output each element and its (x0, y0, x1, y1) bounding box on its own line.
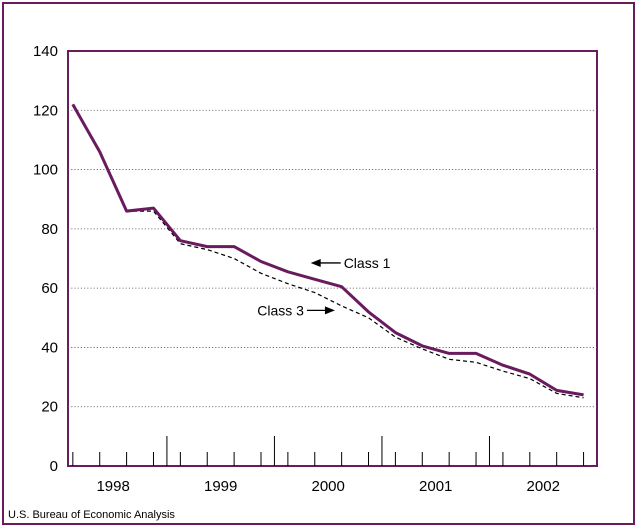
annotation-arrowhead (324, 306, 335, 315)
series-line-class-3 (72, 104, 584, 399)
x-tick-label: 2001 (419, 478, 452, 495)
x-axis: 1998 1999 2000 2001 2002 (72, 436, 585, 495)
series-lines (71, 103, 584, 399)
annotation-label: Class 3 (257, 302, 304, 318)
x-tick-label: 2002 (527, 478, 560, 495)
y-tick-label: 120 (33, 102, 58, 119)
y-tick-label: 140 (33, 43, 58, 60)
x-tick-label: 1999 (204, 478, 237, 495)
gridlines (68, 109, 597, 408)
y-tick-label: 60 (41, 280, 58, 297)
annotation-label: Class 1 (344, 255, 391, 271)
annotation-arrowhead (310, 258, 321, 267)
y-tick-label: 80 (41, 221, 58, 238)
annotations: Class 1 Class 3 (257, 255, 390, 318)
y-tick-label: 100 (33, 162, 58, 179)
y-tick-label: 0 (50, 458, 58, 475)
source-note: U.S. Bureau of Economic Analysis (8, 509, 175, 521)
y-tick-label: 40 (41, 339, 58, 356)
plot-area (67, 50, 598, 467)
y-tick-label: 20 (41, 399, 58, 416)
x-tick-label: 1998 (96, 478, 129, 495)
y-axis: 0 20 40 60 80 100 120 140 (33, 43, 58, 475)
x-tick-label: 2000 (312, 478, 345, 495)
series-line-class-1 (71, 103, 584, 397)
